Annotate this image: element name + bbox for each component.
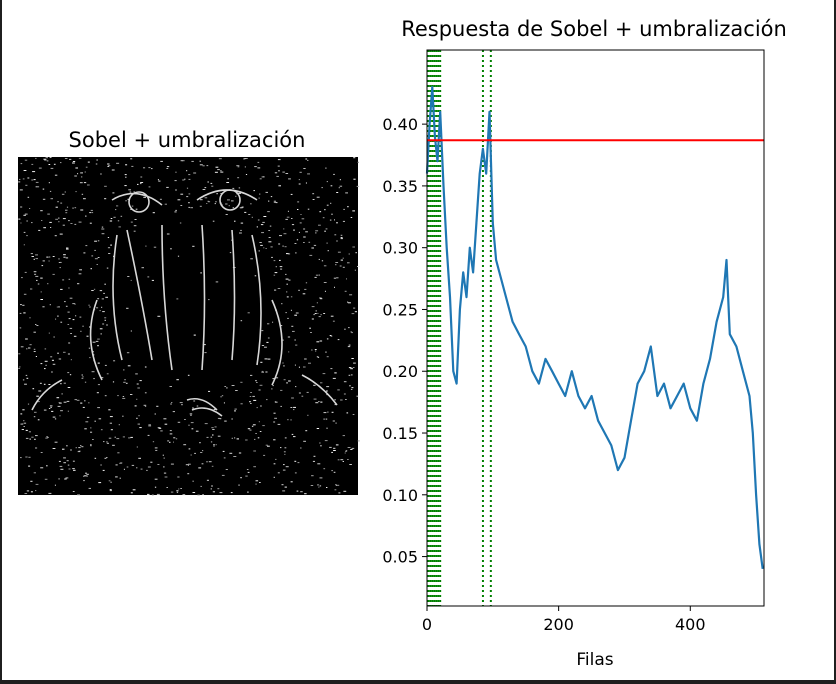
y-tick-label: 0.15	[382, 424, 418, 443]
x-tick-label: 0	[422, 615, 432, 634]
sobel-image	[18, 157, 360, 496]
x-axis-label: Filas	[576, 650, 613, 670]
y-tick-label: 0.30	[382, 239, 418, 258]
y-tick-label: 0.20	[382, 362, 418, 381]
y-tick-label: 0.25	[382, 300, 418, 319]
edge-texture	[18, 157, 360, 496]
y-tick-label: 0.05	[382, 548, 418, 567]
chart-title: Respuesta de Sobel + umbralización	[401, 17, 787, 41]
image-title: Sobel + umbralización	[69, 128, 306, 152]
y-tick-label: 0.10	[382, 486, 418, 505]
x-tick-label: 400	[675, 615, 706, 634]
y-axis: 0.05 0.10 0.15 0.20 0.25 0.30 0.35 0.40	[382, 115, 427, 567]
y-tick-label: 0.35	[382, 177, 418, 196]
plot-background	[427, 50, 764, 606]
plot-area: 0.05 0.10 0.15 0.20 0.25 0.30 0.35 0.40 0 200 400	[382, 49, 765, 634]
x-tick-label: 200	[543, 615, 574, 634]
plot-border	[426, 49, 765, 607]
series-line	[425, 85, 764, 570]
x-axis: 0 200 400	[422, 606, 706, 634]
y-tick-label: 0.40	[382, 115, 418, 134]
baboon-edges	[31, 189, 338, 417]
